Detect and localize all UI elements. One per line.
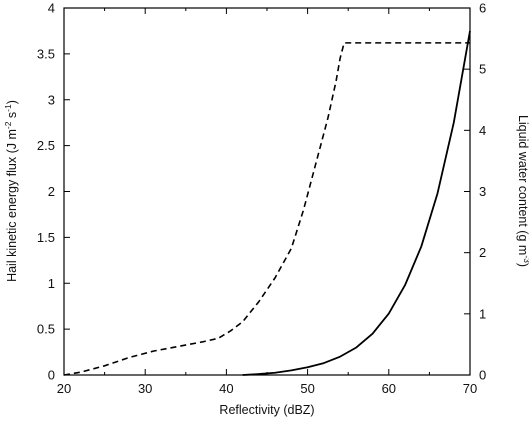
right-y-tick-label: 4 (479, 123, 486, 138)
left-y-tick-label: 3 (48, 92, 55, 107)
right-y-tick-label: 5 (479, 62, 486, 77)
x-tick-label: 30 (138, 381, 152, 396)
plot-frame (63, 7, 471, 376)
left-axis-title: Hail kinetic energy flux (J m-2 s-1) (3, 100, 19, 282)
left-y-tick-label: 2.5 (37, 138, 55, 153)
right-axis-title: Liquid water content (g m-3) (516, 115, 529, 267)
right-y-tick-label: 2 (479, 245, 486, 260)
left-y-tick-label: 0 (48, 368, 55, 383)
series-line-solid (242, 30, 471, 376)
right-y-tick-label: 6 (479, 1, 486, 16)
left-y-tick-label: 4 (48, 1, 55, 16)
ticks (63, 7, 471, 376)
x-axis-title: Reflectivity (dBZ) (219, 403, 314, 417)
x-tick-label: 70 (463, 381, 477, 396)
right-y-tick-label: 1 (479, 306, 486, 321)
x-tick-label: 20 (57, 381, 71, 396)
left-y-tick-label: 3.5 (37, 46, 55, 61)
left-y-tick-label: 1.5 (37, 230, 55, 245)
x-tick-label: 40 (219, 381, 233, 396)
right-y-tick-label: 3 (479, 184, 486, 199)
left-y-tick-label: 1 (48, 276, 55, 291)
x-tick-label: 60 (382, 381, 396, 396)
left-y-tick-label: 2 (48, 184, 55, 199)
right-y-tick-label: 0 (479, 368, 486, 383)
x-tick-label: 50 (300, 381, 314, 396)
series-line-dashed (63, 42, 470, 376)
left-y-tick-label: 0.5 (37, 322, 55, 337)
series-layer (63, 30, 471, 376)
